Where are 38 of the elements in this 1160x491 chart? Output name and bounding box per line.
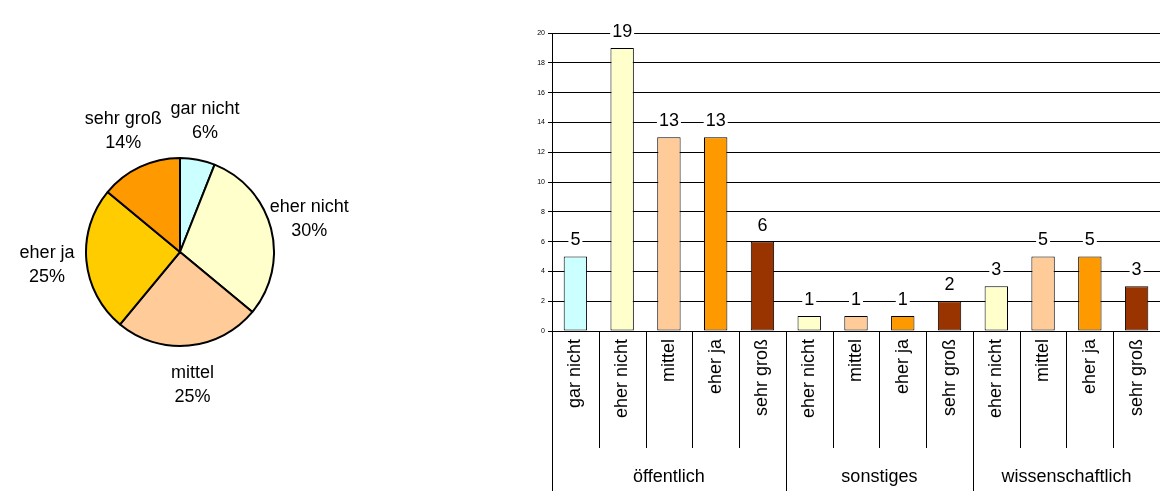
x-tick-label: eher ja — [704, 338, 725, 395]
x-tick-label: eher nicht — [798, 339, 819, 419]
data-label: 1 — [804, 289, 815, 310]
data-label: 25% — [29, 265, 66, 286]
data-label: 30% — [291, 219, 328, 240]
x-tick-label: mittel — [657, 339, 678, 383]
text: wissenschaftlich — [1000, 465, 1132, 486]
data-label: 13 — [658, 110, 679, 131]
data-label: 13 — [705, 110, 726, 131]
data-label: 5 — [1038, 229, 1049, 250]
data-label: 3 — [991, 259, 1002, 280]
data-label: 6 — [757, 214, 768, 235]
data-label: 25% — [174, 385, 211, 406]
x-tick-label: eher nicht — [985, 339, 1006, 419]
x-tick-label: eher ja — [891, 338, 912, 395]
data-label: 3 — [1131, 259, 1142, 280]
data-label: 19 — [612, 20, 633, 41]
data-label: 1 — [897, 289, 908, 310]
x-tick-label: sehr groß — [751, 339, 772, 417]
x-tick-label: sehr groß — [938, 339, 959, 417]
x-tick-label: eher ja — [1078, 338, 1099, 395]
slice-label: eher nicht — [269, 195, 349, 216]
x-tick-label: gar nicht — [564, 339, 585, 409]
data-label: 1 — [850, 289, 862, 310]
data-label: 14% — [105, 132, 142, 153]
x-tick-label: eher nicht — [611, 339, 632, 419]
slice-label: sehr groß — [84, 108, 162, 129]
data-label: 5 — [570, 229, 581, 250]
data-label: 2 — [944, 274, 955, 295]
x-tick-label: mittel — [1032, 339, 1053, 383]
data-label: 6% — [192, 121, 219, 142]
x-tick-label: sehr groß — [1125, 339, 1146, 417]
x-tick-label: mittel — [844, 339, 865, 383]
slice-label: gar nicht — [170, 97, 240, 118]
text: öffentlich — [633, 465, 705, 486]
data-label: 5 — [1084, 229, 1095, 250]
text: sonstiges — [841, 465, 918, 486]
slice-label: eher ja — [19, 241, 76, 262]
